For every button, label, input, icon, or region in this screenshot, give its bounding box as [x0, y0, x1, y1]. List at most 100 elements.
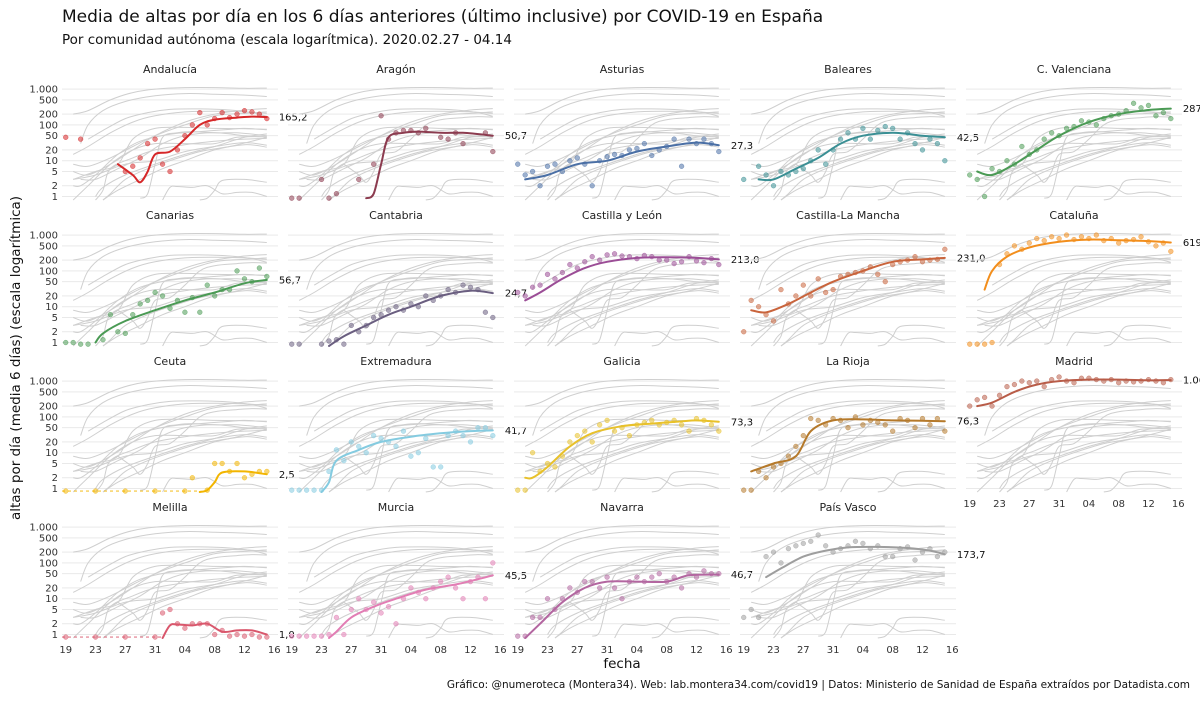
facet-c-valenciana: C. Valenciana 287,5 [966, 63, 1200, 201]
context-line [614, 476, 719, 493]
context-line [73, 108, 267, 176]
context-line [750, 402, 945, 447]
context-line [524, 548, 719, 593]
data-point [793, 543, 799, 549]
data-point [875, 271, 881, 278]
data-point [755, 304, 762, 310]
data-point [678, 163, 685, 169]
context-line [751, 378, 945, 407]
context-line [554, 428, 719, 493]
end-value-label: 50,7 [505, 131, 527, 142]
context-line [554, 282, 719, 347]
end-value-label: 165,2 [279, 113, 308, 124]
data-point [77, 341, 84, 347]
context-line [1006, 290, 1171, 347]
data-point [567, 261, 573, 268]
facet-title-extremadura: Extremadura [360, 355, 432, 368]
trend-line [328, 289, 494, 347]
y-tick-label: 20 [45, 583, 58, 594]
context-line [298, 402, 493, 447]
data-point [400, 428, 407, 434]
data-point [664, 257, 670, 263]
data-point [137, 155, 143, 161]
data-point [656, 257, 662, 263]
data-point [701, 259, 707, 266]
data-point [385, 307, 392, 313]
y-tick-label: 2 [52, 473, 58, 484]
data-point [219, 460, 225, 467]
data-point [415, 450, 421, 456]
data-point [778, 560, 784, 566]
context-line [976, 256, 1171, 301]
end-value-label: 1.068,5 [1183, 376, 1200, 387]
facet-title-pais-vasco: País Vasco [819, 501, 876, 514]
data-point [326, 195, 332, 201]
data-point [430, 464, 436, 470]
data-point [927, 422, 933, 428]
data-point [678, 259, 685, 265]
data-point [393, 443, 399, 450]
context-line [102, 290, 267, 347]
data-point [544, 163, 551, 169]
data-point [460, 432, 466, 439]
y-tick-label: 1.000 [29, 231, 58, 242]
facet-title-cataluna: Cataluña [1049, 209, 1098, 222]
context-line [306, 93, 493, 144]
context-line [817, 569, 945, 637]
x-tick-label: 31 [149, 645, 162, 656]
data-point [256, 634, 263, 640]
context-line [840, 476, 945, 493]
x-tick-label: 04 [405, 645, 418, 656]
data-point [890, 428, 896, 434]
trend-line [524, 573, 720, 639]
context-line [321, 575, 493, 639]
data-point [882, 123, 888, 130]
context-line [73, 549, 267, 606]
facet-navarra: Navarra 19 23 27 31 04 08 12 16 46,7 [511, 501, 753, 656]
context-line [840, 330, 945, 347]
facet-cantabria: Cantabria24,7 [288, 209, 527, 347]
context-line [977, 434, 1171, 472]
data-point [693, 258, 700, 264]
context-line [95, 137, 267, 201]
context-line [524, 110, 719, 155]
data-point [249, 109, 255, 115]
context-line [780, 436, 945, 493]
context-line [73, 400, 267, 468]
context-line [1066, 330, 1171, 347]
x-tick-label: 31 [1053, 499, 1066, 510]
context-line [139, 569, 267, 637]
data-point [552, 161, 558, 167]
context-line [1006, 136, 1171, 201]
data-point [490, 432, 496, 439]
y-tick-label: 500 [39, 241, 58, 252]
data-point [890, 553, 896, 560]
data-point [634, 145, 640, 152]
data-point [234, 268, 240, 274]
data-point [882, 279, 888, 285]
data-point [897, 136, 903, 142]
context-line [539, 546, 719, 578]
context-line [525, 549, 719, 606]
data-point [656, 571, 662, 577]
context-line [525, 257, 719, 314]
context-line [73, 232, 267, 261]
data-point [475, 425, 481, 431]
facet-title-castilla-la-mancha: Castilla-La Mancha [796, 209, 900, 222]
context-line [532, 239, 719, 290]
data-point [182, 488, 188, 494]
data-point [408, 585, 414, 591]
data-point [686, 136, 692, 142]
data-point [234, 460, 240, 467]
data-point [348, 322, 354, 329]
data-point [467, 439, 474, 445]
data-point [582, 428, 588, 434]
data-point [981, 394, 988, 401]
context-line [773, 575, 945, 639]
facet-title-cantabria: Cantabria [369, 209, 423, 222]
data-point [815, 276, 821, 282]
data-point [371, 161, 377, 167]
x-tick-label: 16 [946, 645, 959, 656]
data-point [1145, 102, 1152, 109]
data-point [289, 195, 295, 201]
